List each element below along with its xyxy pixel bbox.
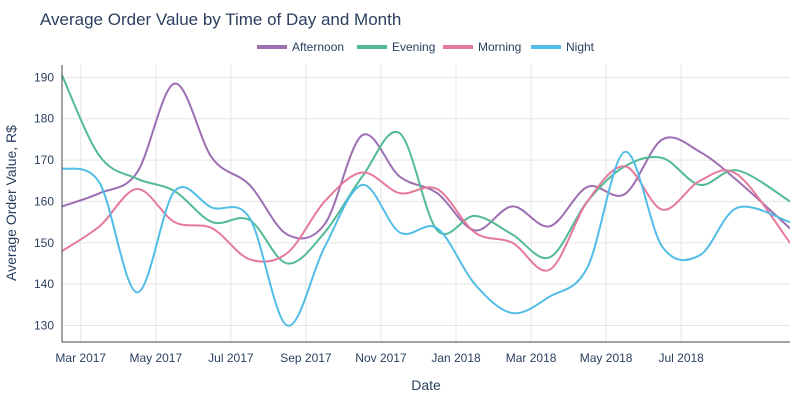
legend-label: Afternoon: [292, 40, 344, 54]
chart-title: Average Order Value by Time of Day and M…: [40, 10, 401, 29]
y-tick-label: 130: [34, 318, 54, 332]
series-line-afternoon: [62, 82, 790, 240]
x-tick-label: Jul 2018: [658, 351, 704, 365]
legend-label: Night: [566, 40, 595, 54]
y-tick-label: 160: [34, 194, 54, 208]
x-tick-label: Mar 2017: [55, 351, 106, 365]
series-line-night: [62, 150, 790, 327]
legend-label: Evening: [392, 40, 435, 54]
series-lines: [62, 74, 790, 327]
x-tick-label: Nov 2017: [355, 351, 407, 365]
y-tick-label: 150: [34, 236, 54, 250]
y-tick-label: 190: [34, 70, 54, 84]
x-tick-label: May 2017: [129, 351, 182, 365]
series-line-morning: [62, 165, 790, 272]
x-tick-label: May 2018: [580, 351, 633, 365]
y-tick-labels: 130 140 150 160 170 180 190: [34, 70, 54, 332]
legend: Afternoon Evening Morning Night: [257, 40, 595, 54]
x-tick-label: Jan 2018: [431, 351, 481, 365]
legend-item-night[interactable]: Night: [531, 40, 595, 54]
legend-label: Morning: [478, 40, 521, 54]
x-tick-labels: Mar 2017 May 2017 Jul 2017 Sep 2017 Nov 2017…: [55, 351, 704, 365]
x-tick-label: Jul 2017: [208, 351, 254, 365]
y-tick-label: 170: [34, 153, 54, 167]
y-tick-label: 140: [34, 277, 54, 291]
x-tick-label: Sep 2017: [280, 351, 332, 365]
legend-item-afternoon[interactable]: Afternoon: [257, 40, 344, 54]
y-axis-title: Average Order Value, R$: [3, 125, 19, 281]
x-tick-label: Mar 2018: [506, 351, 557, 365]
x-axis-title: Date: [411, 377, 441, 393]
legend-item-morning[interactable]: Morning: [443, 40, 521, 54]
legend-item-evening[interactable]: Evening: [357, 40, 435, 54]
y-tick-label: 180: [34, 112, 54, 126]
